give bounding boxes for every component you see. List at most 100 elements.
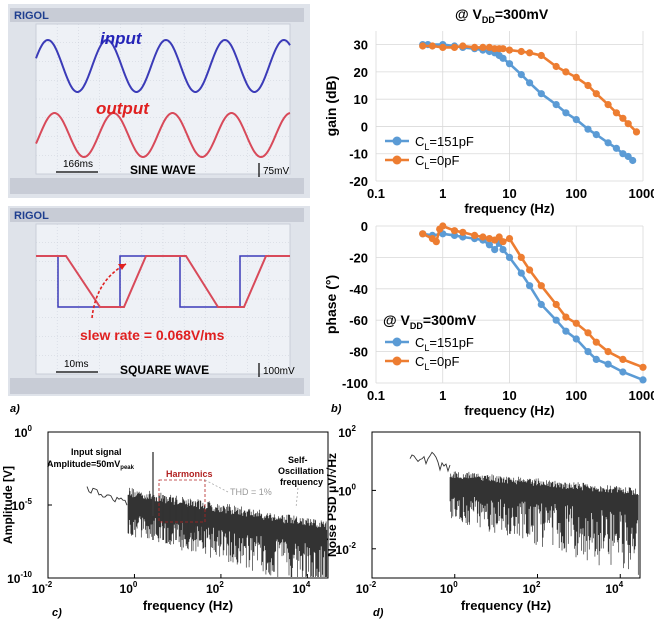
time-scale: 10ms (64, 359, 88, 370)
input-amplitude-text: Amplitude=50mV (47, 459, 120, 469)
data-point (433, 238, 440, 245)
x-tick-label: 1000 (629, 186, 654, 201)
tick-exp: -2 (369, 580, 377, 589)
time-scale: 166ms (63, 159, 93, 170)
data-point (526, 79, 533, 86)
tick-base: 10 (7, 572, 21, 586)
tick-exp: 0 (133, 580, 138, 589)
legend-marker (393, 156, 402, 165)
y-axis-label: Amplitude [V] (1, 466, 15, 544)
title-sub: DD (482, 15, 495, 25)
data-point (553, 317, 560, 324)
title-part: @ V (455, 6, 483, 22)
spectrum-low (87, 487, 127, 506)
data-point (439, 44, 446, 51)
psd-low (410, 452, 450, 471)
y-tick-label: 10-10 (7, 570, 32, 586)
data-point (605, 139, 612, 146)
x-axis-label: frequency (Hz) (464, 403, 554, 418)
psd-noise (450, 472, 638, 575)
data-point (553, 101, 560, 108)
tick-exp: 4 (619, 580, 624, 589)
data-point (584, 82, 591, 89)
x-tick-label: 0.1 (367, 388, 385, 403)
thd-pointer (205, 480, 228, 492)
data-point (625, 120, 632, 127)
data-point (526, 49, 533, 56)
legend-part: C (415, 335, 424, 350)
tick-exp: -2 (349, 541, 357, 550)
data-point (459, 42, 466, 49)
data-point (553, 301, 560, 308)
y-tick-label: 20 (354, 65, 368, 80)
output-label: output (96, 99, 150, 118)
scope-bottombar (10, 378, 304, 394)
y-tick-label: 0 (361, 119, 368, 134)
data-point (562, 328, 569, 335)
wave-name: SINE WAVE (130, 163, 196, 177)
title-part: =300mV (423, 312, 477, 328)
data-point (451, 44, 458, 51)
input-label: input (100, 29, 143, 48)
data-point (506, 47, 513, 54)
x-tick-label: 10 (502, 388, 516, 403)
x-tick-label: 10 (502, 186, 516, 201)
data-point (491, 246, 498, 253)
data-point (526, 282, 533, 289)
legend-label: CL=151pF (415, 134, 474, 152)
data-point (613, 109, 620, 116)
data-point (459, 229, 466, 236)
legend-label: CL=151pF (415, 335, 474, 353)
input-amplitude-sub: peak (120, 465, 134, 471)
chart-title: @ VDD=300mV (455, 6, 549, 25)
data-point (562, 109, 569, 116)
y-axis-label: gain (dB) (323, 76, 339, 137)
self-osc-line2: Oscillation (278, 466, 324, 476)
data-point (639, 376, 646, 383)
x-tick-label: 1 (439, 186, 446, 201)
x-tick-label: 10-2 (356, 580, 377, 596)
y-axis-label: phase (°) (323, 275, 339, 334)
tick-exp: 0 (352, 482, 357, 491)
data-point (584, 348, 591, 355)
x-tick-label: 1 (439, 388, 446, 403)
legend-label: CL=0pF (415, 354, 459, 372)
x-tick-label: 100 (565, 388, 587, 403)
data-point (471, 232, 478, 239)
y-tick-label: 100 (14, 424, 32, 440)
legend-part: C (415, 153, 424, 168)
data-point (479, 44, 486, 51)
data-point (518, 71, 525, 78)
data-point (506, 60, 513, 67)
scope-bottombar (10, 178, 304, 194)
data-point (562, 314, 569, 321)
data-point (439, 222, 446, 229)
data-point (499, 246, 506, 253)
data-point (605, 348, 612, 355)
data-point (605, 101, 612, 108)
tick-exp: 2 (352, 424, 357, 433)
x-axis-label: frequency (Hz) (143, 598, 233, 613)
data-point (506, 254, 513, 261)
y-tick-label: -100 (342, 376, 368, 391)
data-point (518, 270, 525, 277)
tick-base: 10 (14, 426, 28, 440)
series-line (423, 46, 637, 132)
data-point (506, 235, 513, 242)
panel-label-c: c) (52, 607, 62, 619)
y-tick-label: -10 (349, 147, 368, 162)
self-osc-line1: Self- (288, 455, 308, 465)
legend-part: C (415, 134, 424, 149)
x-tick-label: 104 (292, 580, 310, 596)
y-tick-label: 30 (354, 38, 368, 53)
x-axis-label: frequency (Hz) (461, 598, 551, 613)
data-point (593, 356, 600, 363)
data-point (538, 301, 545, 308)
legend-marker (393, 357, 402, 366)
data-point (499, 55, 506, 62)
data-point (584, 126, 591, 133)
input-amplitude-note: Amplitude=50mVpeak (47, 459, 135, 471)
